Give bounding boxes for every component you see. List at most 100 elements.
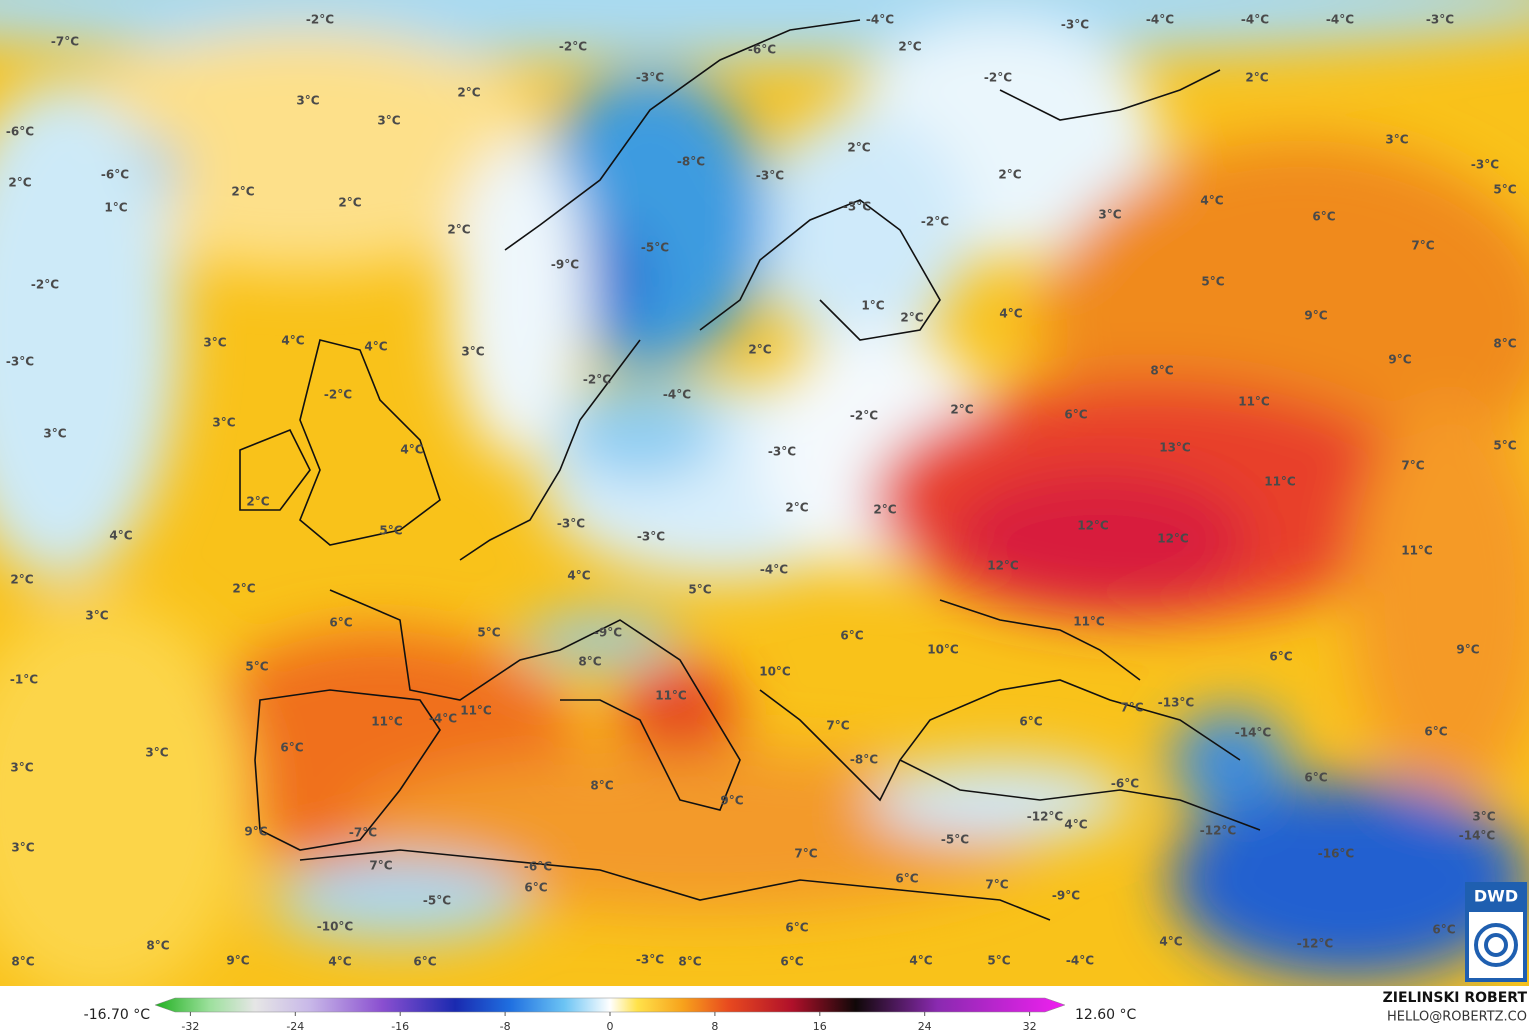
temperature-label: 9°C <box>1388 353 1411 367</box>
temperature-blob <box>750 110 970 350</box>
temperature-label: 2°C <box>898 40 921 54</box>
temperature-label: -13°C <box>1158 696 1195 710</box>
temperature-label: 5°C <box>1201 275 1224 289</box>
temperature-label: 6°C <box>840 629 863 643</box>
temperature-label: 6°C <box>780 955 803 969</box>
temperature-label: -8°C <box>850 753 878 767</box>
temperature-label: 2°C <box>1245 71 1268 85</box>
temperature-label: -3°C <box>768 445 796 459</box>
temperature-label: -4°C <box>1066 954 1094 968</box>
temperature-label: 7°C <box>794 847 817 861</box>
temperature-label: -2°C <box>31 278 59 292</box>
temperature-label: -3°C <box>1061 18 1089 32</box>
temperature-label: 3°C <box>43 427 66 441</box>
temperature-label: 2°C <box>8 176 31 190</box>
temperature-label: 2°C <box>785 501 808 515</box>
temperature-label: 4°C <box>999 307 1022 321</box>
temperature-label: 2°C <box>748 343 771 357</box>
temperature-label: 7°C <box>369 859 392 873</box>
temperature-label: 8°C <box>146 939 169 953</box>
temperature-label: 6°C <box>1064 408 1087 422</box>
temperature-label: -6°C <box>748 43 776 57</box>
temperature-label: 2°C <box>246 495 269 509</box>
temperature-label: 9°C <box>226 954 249 968</box>
tick-label: -16 <box>391 1020 409 1033</box>
temperature-label: 2°C <box>232 582 255 596</box>
temperature-label: 12°C <box>1077 519 1109 533</box>
temperature-label: 2°C <box>998 168 1021 182</box>
tick-label: -32 <box>181 1020 199 1033</box>
temperature-label: -5°C <box>641 241 669 255</box>
temperature-blob <box>450 140 590 460</box>
temperature-label: 11°C <box>1073 615 1105 629</box>
temperature-label: 4°C <box>1159 935 1182 949</box>
temperature-label: 4°C <box>364 340 387 354</box>
temperature-label: 6°C <box>413 955 436 969</box>
temperature-label: 9°C <box>720 794 743 808</box>
temperature-field <box>0 0 1529 986</box>
temperature-label: 2°C <box>900 311 923 325</box>
temperature-label: 5°C <box>477 626 500 640</box>
temperature-label: -10°C <box>317 920 354 934</box>
temperature-label: 5°C <box>1493 183 1516 197</box>
temperature-label: -2°C <box>850 409 878 423</box>
temperature-label: 11°C <box>655 689 687 703</box>
temperature-label: 9°C <box>1456 643 1479 657</box>
temperature-label: -9°C <box>1052 889 1080 903</box>
temperature-blob <box>520 615 680 665</box>
temperature-label: -8°C <box>677 155 705 169</box>
temperature-label: 4°C <box>109 529 132 543</box>
temperature-label: 6°C <box>1424 725 1447 739</box>
temperature-label: -12°C <box>1297 937 1334 951</box>
dwd-logo: DWD <box>1465 882 1527 982</box>
tick-label: -24 <box>286 1020 304 1033</box>
temperature-label: -2°C <box>583 373 611 387</box>
temperature-label: 4°C <box>567 569 590 583</box>
temperature-label: 12°C <box>1157 532 1189 546</box>
colorbar <box>154 997 1066 1013</box>
temperature-label: 11°C <box>1401 544 1433 558</box>
temperature-label: 3°C <box>85 609 108 623</box>
temperature-blob <box>0 600 250 986</box>
tick-label: 8 <box>711 1020 718 1033</box>
temperature-label: -3°C <box>1471 158 1499 172</box>
temperature-label: 3°C <box>296 94 319 108</box>
temperature-label: 2°C <box>847 141 870 155</box>
temperature-label: -3°C <box>557 517 585 531</box>
temperature-label: 2°C <box>338 196 361 210</box>
temperature-label: 2°C <box>950 403 973 417</box>
temperature-label: 1°C <box>861 299 884 313</box>
temperature-label: -3°C <box>1426 13 1454 27</box>
temperature-label: -2°C <box>559 40 587 54</box>
temperature-blob <box>1350 400 1529 800</box>
temperature-label: -7°C <box>349 826 377 840</box>
temperature-label: -6°C <box>101 168 129 182</box>
temperature-label: 11°C <box>460 704 492 718</box>
temperature-label: 8°C <box>1493 337 1516 351</box>
logo-text: DWD <box>1474 887 1518 906</box>
temperature-label: -3°C <box>636 953 664 967</box>
temperature-label: 11°C <box>1264 475 1296 489</box>
temperature-label: 8°C <box>1150 364 1173 378</box>
tick-label: 16 <box>813 1020 827 1033</box>
temperature-label: 6°C <box>1312 210 1335 224</box>
temperature-label: 3°C <box>11 841 34 855</box>
temperature-label: 4°C <box>328 955 351 969</box>
temperature-label: -4°C <box>663 388 691 402</box>
colorbar-ticks: -32 -24 -16 -8 0 8 16 24 32 <box>181 1012 1037 1033</box>
temperature-label: 7°C <box>1120 701 1143 715</box>
temperature-label: -3°C <box>843 200 871 214</box>
tick-label: 32 <box>1023 1020 1037 1033</box>
temperature-label: 8°C <box>578 655 601 669</box>
email: HELLO@ROBERTZ.CO <box>1387 1010 1527 1025</box>
temperature-label: 5°C <box>379 524 402 538</box>
temperature-label: 2°C <box>457 86 480 100</box>
temperature-label: 6°C <box>1432 923 1455 937</box>
legend: -16.70 °C -32 -24 -16 -8 0 8 16 24 32 12.60 °C Z… <box>84 990 1528 1033</box>
temperature-label: -6°C <box>6 125 34 139</box>
temperature-blob <box>0 80 180 580</box>
temperature-label: 3°C <box>10 761 33 775</box>
temperature-blob <box>620 660 740 780</box>
temperature-label: 4°C <box>1064 818 1087 832</box>
temperature-label: -9°C <box>551 258 579 272</box>
